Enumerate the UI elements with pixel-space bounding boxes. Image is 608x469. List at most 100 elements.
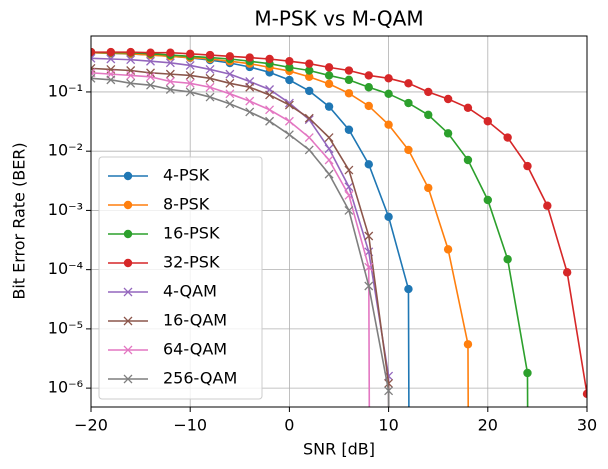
marker [205, 50, 215, 60]
legend-marker [123, 229, 133, 239]
marker [305, 66, 314, 75]
y-tick-label: 10⁻⁵ [48, 318, 83, 337]
marker [265, 90, 275, 100]
marker [404, 79, 413, 88]
marker [344, 66, 354, 75]
marker [185, 87, 195, 97]
marker [424, 87, 433, 97]
x-tick-label: 30 [577, 416, 597, 435]
marker [384, 120, 393, 129]
marker [324, 169, 334, 179]
marker [126, 55, 136, 65]
marker [284, 100, 294, 110]
marker [146, 80, 155, 90]
plot-area [91, 47, 587, 407]
marker [126, 47, 135, 57]
x-tick-label: −10 [173, 416, 207, 435]
marker [304, 133, 314, 142]
legend-label: 32-PSK [163, 253, 220, 272]
marker [305, 72, 314, 82]
marker [165, 77, 175, 86]
marker [225, 99, 235, 109]
marker [384, 212, 393, 222]
marker [424, 183, 433, 193]
marker [126, 78, 136, 88]
marker [443, 245, 453, 254]
chart-title: M-PSK vs M-QAM [254, 7, 423, 31]
marker [364, 71, 373, 80]
marker [106, 54, 116, 64]
marker [305, 59, 314, 68]
marker [324, 102, 334, 111]
marker [91, 53, 96, 63]
marker [305, 86, 314, 96]
marker [304, 113, 314, 123]
legend-label: 4-QAM [163, 282, 217, 301]
marker [225, 89, 235, 99]
series-line [91, 67, 390, 407]
marker [91, 73, 96, 83]
marker [364, 83, 373, 92]
legend-label: 16-PSK [163, 224, 220, 243]
legend-marker [123, 345, 133, 355]
y-tick-label: 10⁻³ [48, 200, 83, 219]
marker [245, 82, 255, 92]
marker [324, 63, 334, 72]
marker [364, 101, 373, 111]
series-line [91, 57, 390, 407]
marker [265, 54, 274, 64]
marker [324, 133, 334, 142]
marker [463, 103, 473, 112]
marker [364, 231, 374, 241]
marker [245, 96, 255, 106]
x-tick-label: 0 [284, 416, 294, 435]
x-tick-label: 20 [478, 416, 498, 435]
marker [146, 72, 155, 82]
marker [284, 130, 294, 140]
marker [285, 57, 294, 66]
marker [364, 262, 374, 272]
legend-box [98, 156, 263, 400]
y-tick-label: 10⁻⁶ [48, 378, 83, 397]
marker [344, 75, 354, 85]
marker [285, 63, 294, 72]
series-line [91, 72, 371, 407]
legend: 4-PSK 8-PSK 16-PSK 32-PSK 4-QAM 16-QAM 64-QAM 2… [98, 156, 263, 400]
legend-marker [123, 200, 133, 210]
legend-label: 4-PSK [163, 166, 210, 185]
marker [523, 161, 532, 171]
marker [284, 116, 294, 126]
marker [106, 47, 116, 57]
marker [205, 92, 215, 102]
marker [324, 155, 334, 165]
legend-marker [123, 287, 133, 297]
y-tick-label: 10⁻⁴ [48, 259, 83, 278]
legend-label: 256-QAM [163, 369, 237, 388]
marker [344, 125, 354, 134]
marker [265, 105, 275, 115]
marker [324, 71, 334, 80]
marker [146, 68, 155, 78]
legend-label: 16-QAM [163, 311, 227, 330]
marker [186, 49, 195, 59]
marker [384, 89, 393, 99]
marker [582, 389, 587, 399]
marker [483, 117, 492, 126]
marker [265, 116, 275, 126]
marker [146, 48, 155, 57]
legend-marker [123, 316, 133, 326]
marker [483, 195, 492, 205]
marker [165, 69, 175, 79]
marker [404, 284, 413, 294]
marker [284, 98, 294, 108]
marker [185, 70, 195, 80]
marker [364, 281, 374, 291]
y-tick-label: 10⁻¹ [48, 81, 83, 100]
marker [344, 89, 354, 98]
marker [324, 79, 334, 89]
marker [225, 69, 235, 79]
marker [304, 145, 314, 155]
marker [185, 78, 195, 88]
marker [384, 386, 394, 396]
